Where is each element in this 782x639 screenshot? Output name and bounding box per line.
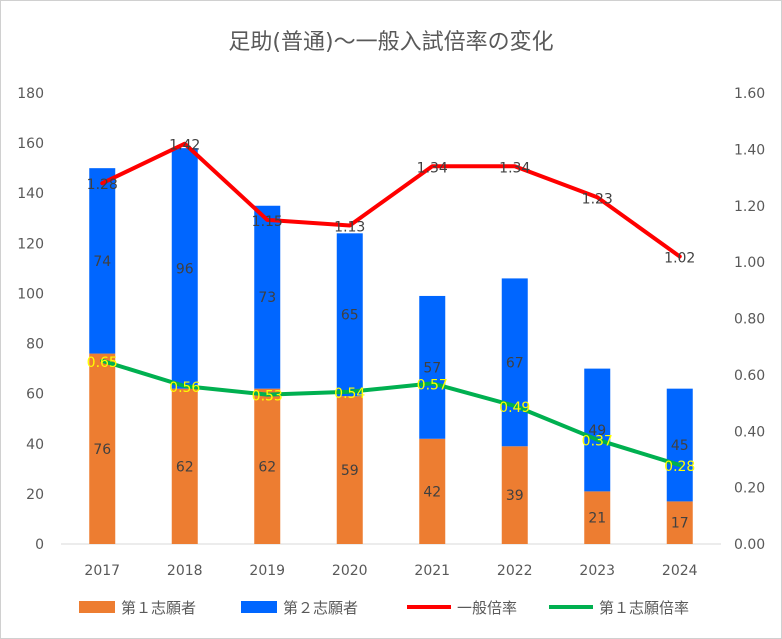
line-value-label: 0.49: [499, 400, 530, 416]
bar-value-label: 73: [258, 290, 276, 306]
bar-sgyqkri-2018: [171, 148, 198, 389]
chart-title: 足助(普通)～一般入試倍率の変化: [228, 30, 553, 55]
bar-sgyqkri-2024: [666, 388, 693, 502]
left-axis-tick-label: 80: [26, 337, 44, 353]
line-value-label: 1.02: [664, 250, 695, 266]
bar-sgyqkri-2023: [584, 368, 611, 492]
legend-swatch-sgypxrz: [79, 601, 115, 613]
line-value-label: 1.34: [417, 160, 448, 176]
line-value-label: 0.37: [582, 434, 613, 450]
legend-swatch-sgyqkri: [241, 601, 277, 613]
bar-sgypxrz-2023: [584, 491, 611, 544]
right-axis-tick-label: 1.00: [734, 255, 765, 271]
line-value-label: 0.57: [417, 377, 448, 393]
right-axis-tick-label: 0.00: [734, 537, 765, 553]
legend-label: 第１志願者: [121, 599, 196, 617]
line-series-group: [100, 141, 682, 468]
right-axis-tick-label: 1.20: [734, 199, 765, 215]
bar-value-label: 62: [258, 459, 276, 475]
bar-sgypxrz-2022: [501, 446, 528, 544]
bar-value-label: 65: [341, 308, 359, 324]
x-axis-tick-label: 2020: [332, 563, 368, 579]
line-value-label: 0.28: [664, 459, 695, 475]
bar-sgyqkri-2017: [89, 168, 116, 354]
bar-value-label: 49: [588, 423, 606, 439]
bar-value-label: 59: [341, 463, 359, 479]
line-value-label: 0.65: [87, 355, 118, 371]
bar-sgyqkri-2022: [501, 278, 528, 447]
x-axis-tick-label: 2021: [414, 563, 450, 579]
left-axis-tick-label: 160: [17, 136, 44, 152]
bar-sgypxrz-2020: [336, 396, 363, 544]
x-axis-tick-label: 2017: [84, 563, 120, 579]
legend: 第１志願者 第２志願者 一般倍率 第１志願倍率: [79, 599, 689, 617]
left-axis-tick-label: 100: [17, 286, 44, 302]
bar-sgypxrz-2019: [254, 388, 281, 544]
x-axis-tick-label: 2023: [579, 563, 615, 579]
legend-label: 第１志願倍率: [599, 599, 689, 617]
right-axis-tick-label: 1.40: [734, 142, 765, 158]
bar-value-label: 57: [423, 360, 441, 376]
left-axis-tick-label: 180: [17, 86, 44, 102]
left-axis-tick-label: 0: [35, 537, 44, 553]
line-value-label: 0.54: [334, 386, 365, 402]
x-axis-tick-label: 2024: [662, 563, 698, 579]
bar-sgyqkri-2020: [336, 233, 363, 397]
left-axis-tick-label: 140: [17, 186, 44, 202]
bar-value-label: 67: [506, 355, 524, 371]
right-axis-tick-label: 0.40: [734, 424, 765, 440]
left-axis-tick-label: 60: [26, 387, 44, 403]
line-value-label: 1.13: [334, 219, 365, 235]
line-value-label: 1.23: [582, 191, 613, 207]
bar-sgyqkri-2019: [254, 205, 281, 389]
line-value-label: 1.42: [169, 138, 200, 154]
x-axis: 2017 2018 2019 2020 2021 2022 2023 2024: [61, 543, 721, 579]
bar-sgypxrz-2021: [419, 438, 446, 544]
data-labels-group: 76 74 62 96 62 73 59 65 42 57 39 67 21 49 17 45 1.28 1.42…: [87, 138, 696, 532]
line-value-label: 1.34: [499, 160, 530, 176]
legend-label: 一般倍率: [457, 599, 517, 617]
right-axis-tick-label: 0.80: [734, 312, 765, 328]
bar-value-label: 62: [176, 459, 194, 475]
line-value-label: 1.15: [252, 214, 283, 230]
bar-value-label: 21: [588, 511, 606, 527]
right-axis-tick-label: 1.60: [734, 86, 765, 102]
right-axis-tick-label: 0.60: [734, 368, 765, 384]
bar-value-label: 42: [423, 484, 441, 500]
left-axis: 0 20 40 60 80 100 120 140 160 180: [17, 86, 44, 553]
line-value-label: 0.56: [169, 380, 200, 396]
line-value-label: 1.28: [87, 177, 118, 193]
bar-sgyqkri-2021: [419, 295, 446, 439]
bar-value-label: 76: [93, 442, 111, 458]
left-axis-tick-label: 40: [26, 437, 44, 453]
x-axis-tick-label: 2019: [249, 563, 285, 579]
line-ssoc6cg: [100, 358, 682, 468]
left-axis-tick-label: 20: [26, 487, 44, 503]
legend-label: 第２志願者: [283, 599, 358, 617]
line-value-label: 0.53: [252, 389, 283, 405]
bar-value-label: 96: [176, 261, 194, 277]
bar-value-label: 17: [671, 516, 689, 532]
bar-series-group: [89, 148, 693, 544]
left-axis-tick-label: 120: [17, 236, 44, 252]
right-axis: 0.00 0.20 0.40 0.60 0.80 1.00 1.20 1.40 1.60: [734, 86, 765, 553]
line-sadmp8m: [100, 141, 682, 259]
bar-sgypxrz-2017: [89, 353, 116, 544]
bar-sgypxrz-2024: [666, 501, 693, 544]
bar-value-label: 74: [93, 254, 111, 270]
x-axis-tick-label: 2018: [167, 563, 203, 579]
bar-value-label: 39: [506, 488, 524, 504]
right-axis-tick-label: 0.20: [734, 481, 765, 497]
bar-value-label: 45: [671, 438, 689, 454]
bar-sgypxrz-2018: [171, 388, 198, 544]
x-axis-tick-label: 2022: [497, 563, 533, 579]
